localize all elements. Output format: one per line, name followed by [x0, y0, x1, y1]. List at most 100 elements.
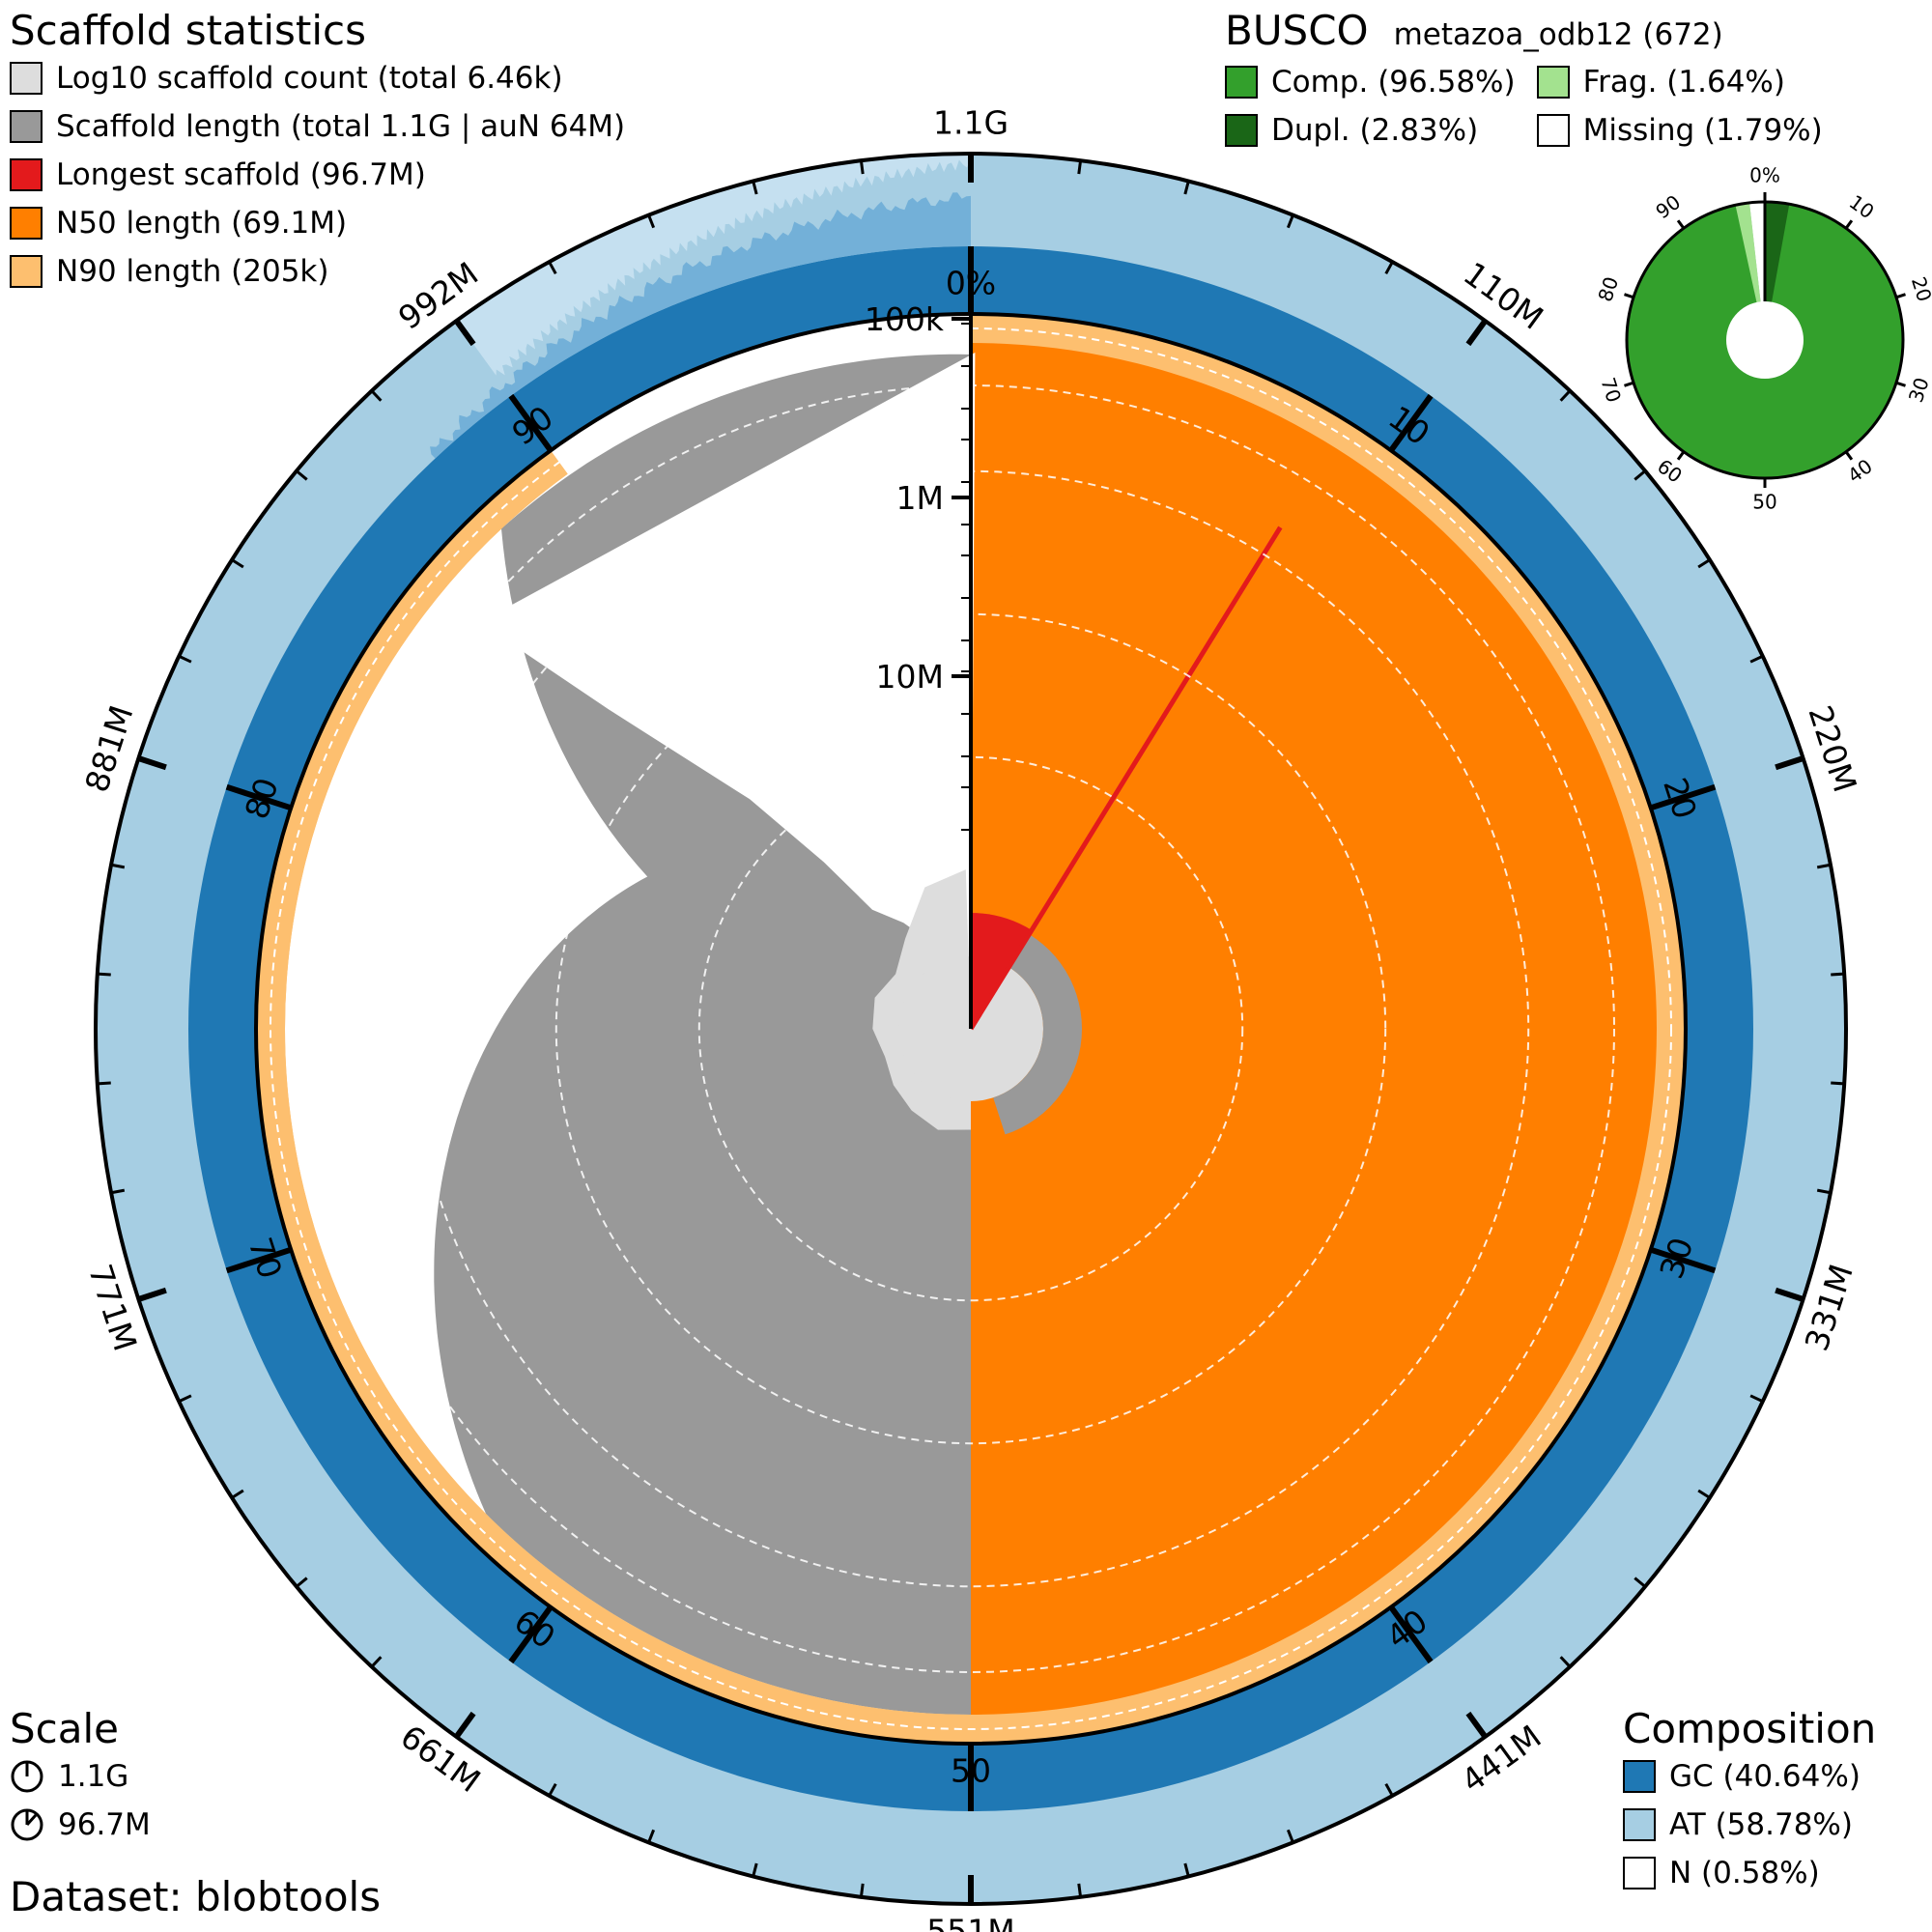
composition-legend: Composition GC (40.64%) AT (58.78%) N (0…: [1623, 1706, 1876, 1897]
length-minor-tick-16: [1697, 558, 1711, 569]
legend-n90: N90 length (205k): [10, 247, 625, 296]
n50-sector: [971, 314, 1686, 1744]
busco-tick-label-2: 20: [1907, 274, 1932, 305]
radial-tick-label-1: 1M: [896, 479, 944, 517]
swatch-busco-missing: [1536, 114, 1570, 147]
scale-item-total: 1.1G: [10, 1752, 151, 1801]
scale-title: Scale: [10, 1705, 119, 1752]
legend-n50-label: N50 length (69.1M): [56, 206, 348, 241]
legend-n: N (0.58%): [1623, 1849, 1876, 1897]
longest-scaffold-line: [968, 526, 1283, 1031]
scaffold-statistics-title: Scaffold statistics: [10, 7, 367, 54]
length-tick-label-5: 551M: [926, 1913, 1014, 1932]
percent-tick-9: [508, 393, 554, 453]
length-minor-tick-56: [647, 1829, 656, 1843]
busco-tick-label-7: 70: [1596, 375, 1626, 406]
length-minor-tick-94: [647, 214, 656, 229]
swatch-scaffold-length: [10, 110, 43, 143]
busco-tick-3: [1895, 381, 1906, 387]
length-minor-tick-52: [859, 1883, 865, 1898]
legend-busco-duplicated: Dupl. (2.83%): [1225, 106, 1516, 155]
percent-tick-6: [508, 1605, 554, 1664]
length-minor-tick-76: [97, 972, 111, 977]
busco-tick-8: [1624, 293, 1634, 299]
dataset-label-wrap: Dataset: blobtools: [10, 1874, 381, 1920]
length-minor-tick-74: [97, 1081, 111, 1086]
busco-tick-label-0: 0%: [1749, 164, 1780, 187]
swatch-n: [1623, 1857, 1656, 1889]
length-minor-tick-8: [1384, 261, 1394, 275]
busco-tick-label-5: 50: [1752, 491, 1776, 514]
length-tick-1: [1465, 319, 1488, 347]
busco-tick-4: [1844, 450, 1854, 461]
length-minor-tick-4: [1183, 181, 1190, 195]
legend-busco-complete-label: Comp. (96.58%): [1271, 65, 1516, 99]
length-tick-2: [1775, 755, 1804, 771]
length-minor-tick-96: [752, 181, 758, 195]
busco-title-row: BUSCO metazoa_odb12 (672): [1225, 8, 1823, 58]
legend-scaffold-count-label: Log10 scaffold count (total 6.46k): [56, 61, 563, 96]
busco-tick-label-6: 60: [1653, 454, 1687, 487]
percent-tick-7: [225, 1246, 293, 1274]
length-minor-tick-92: [548, 261, 557, 275]
length-minor-tick-18: [1749, 654, 1764, 664]
legend-busco-fragmented: Frag. (1.64%): [1536, 58, 1823, 106]
length-minor-tick-84: [231, 558, 244, 569]
percent-tick-3: [1649, 1246, 1717, 1274]
busco-tick-7: [1624, 381, 1634, 387]
scale-full-circle-icon: [11, 1760, 43, 1793]
scaffold-count-inner-band: [993, 923, 1082, 1135]
length-minor-tick-54: [752, 1862, 758, 1877]
length-minor-tick-72: [110, 1188, 126, 1195]
scale-item-longest-label: 96.7M: [58, 1807, 151, 1842]
length-minor-tick-36: [1634, 1577, 1647, 1588]
scale-radius-circle-icon: [11, 1808, 43, 1841]
length-tick-8: [137, 755, 167, 771]
length-minor-tick-58: [548, 1782, 557, 1797]
length-minor-tick-48: [1077, 1883, 1083, 1898]
legend-scaffold-length: Scaffold length (total 1.1G | auN 64M): [10, 102, 625, 151]
radial-tick-label-0: 100k: [865, 300, 945, 338]
composition-title: Composition: [1623, 1705, 1877, 1752]
legend-scaffold-length-label: Scaffold length (total 1.1G | auN 64M): [56, 109, 626, 144]
legend-gc-label: GC (40.64%): [1669, 1759, 1861, 1794]
legend-busco-fragmented-label: Frag. (1.64%): [1582, 65, 1785, 99]
length-minor-tick-78: [110, 863, 126, 869]
legend-scaffold-count: Log10 scaffold count (total 6.46k): [10, 54, 625, 102]
legend-at-label: AT (58.78%): [1669, 1807, 1853, 1842]
legend-busco-missing: Missing (1.79%): [1536, 106, 1823, 155]
dataset-label: Dataset: blobtools: [10, 1873, 382, 1920]
busco-tick-label-8: 80: [1593, 274, 1623, 305]
percent-tick-8: [225, 783, 293, 811]
length-minor-tick-66: [231, 1489, 244, 1499]
scaffold-statistics-legend: Scaffold statistics Log10 scaffold count…: [10, 8, 625, 296]
busco-tick-label-3: 30: [1904, 375, 1932, 406]
length-minor-tick-38: [1559, 1656, 1572, 1668]
busco-title: BUSCO: [1225, 7, 1369, 54]
swatch-busco-complete: [1225, 66, 1258, 99]
busco-tick-6: [1676, 450, 1686, 461]
length-minor-tick-42: [1384, 1782, 1394, 1797]
low-length-wedge: [479, 353, 976, 1029]
length-minor-tick-26: [1831, 1081, 1845, 1086]
length-minor-tick-22: [1816, 863, 1832, 869]
length-minor-tick-34: [1697, 1489, 1711, 1499]
legend-at: AT (58.78%): [1623, 1801, 1876, 1849]
length-tick-4: [1465, 1711, 1488, 1739]
percent-tick-4: [1388, 1605, 1434, 1664]
length-minor-tick-86: [295, 469, 308, 481]
scale-item-total-label: 1.1G: [58, 1759, 129, 1794]
legend-n50: N50 length (69.1M): [10, 199, 625, 247]
legend-longest-scaffold-label: Longest scaffold (96.7M): [56, 157, 426, 192]
busco-tick-label-4: 40: [1843, 454, 1877, 487]
length-minor-tick-14: [1634, 469, 1647, 481]
length-minor-tick-62: [370, 1656, 383, 1668]
legend-busco-missing-label: Missing (1.79%): [1582, 113, 1823, 148]
length-tick-7: [137, 1287, 167, 1302]
busco-legend: BUSCO metazoa_odb12 (672) Comp. (96.58%) …: [1225, 8, 1823, 155]
length-tick-label-0: 1.1G: [933, 104, 1009, 142]
length-minor-tick-64: [295, 1577, 308, 1588]
swatch-busco-fragmented: [1536, 66, 1570, 99]
swatch-n50: [10, 207, 43, 240]
